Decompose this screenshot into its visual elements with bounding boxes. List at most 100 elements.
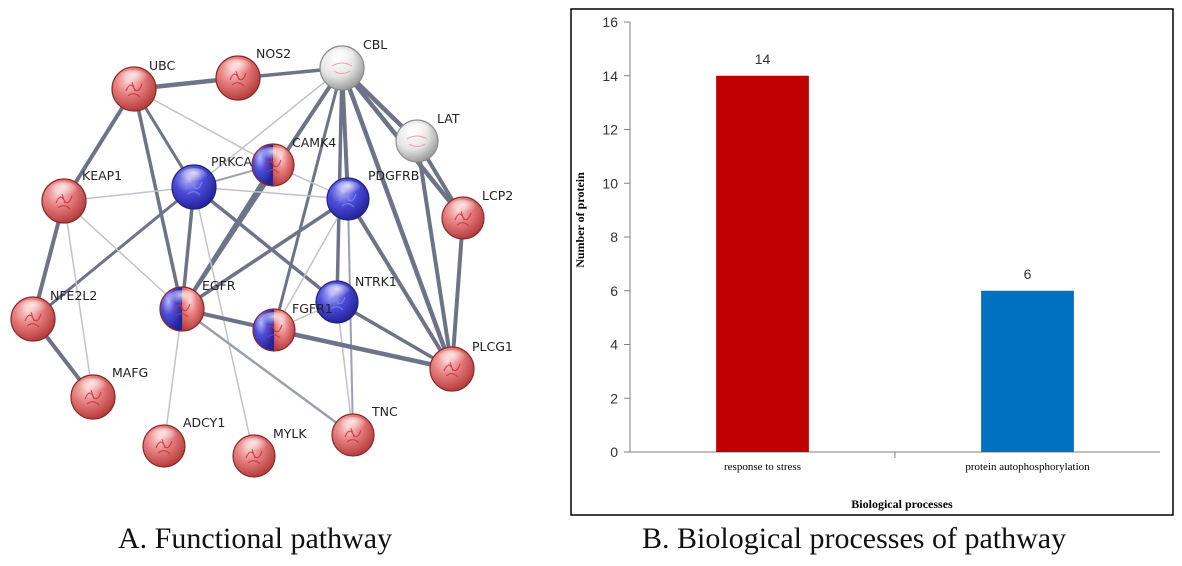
node-ubc[interactable]: UBC xyxy=(111,58,176,112)
bar-2 xyxy=(981,290,1074,452)
node-nos2[interactable]: NOS2 xyxy=(215,46,291,101)
node-highlight xyxy=(50,182,78,198)
node-label-ubc: UBC xyxy=(149,58,176,73)
node-highlight xyxy=(403,122,431,139)
node-label-lat: LAT xyxy=(437,111,460,126)
node-mafg[interactable]: MAFG xyxy=(70,365,148,420)
edge-cbl-plcg1 xyxy=(339,65,455,372)
node-highlight xyxy=(180,168,208,184)
node-label-lcp2: LCP2 xyxy=(482,188,513,203)
node-mylk[interactable]: MYLK xyxy=(232,426,307,478)
y-axis-label: Number of protein xyxy=(573,172,587,268)
chart-bars: 14 response to stress 6 protein autophospho… xyxy=(716,51,1090,473)
node-rim xyxy=(171,164,217,210)
node-rim xyxy=(251,143,295,187)
chart-border xyxy=(570,8,1174,516)
node-label-plcg1: PLCG1 xyxy=(472,339,513,354)
edge-ubc-egfr xyxy=(132,87,184,311)
edge-cbl-prkca xyxy=(193,67,343,188)
node-highlight xyxy=(19,300,47,316)
node-rim xyxy=(326,177,370,221)
node-rim xyxy=(331,413,375,457)
node-lat[interactable]: LAT xyxy=(395,111,460,163)
node-prkca[interactable]: PRKCA xyxy=(171,154,252,210)
edge-cbl-fgfr1 xyxy=(272,66,344,332)
node-plcg1[interactable]: PLCG1 xyxy=(429,339,513,392)
edge-prkca-ntrk1 xyxy=(192,185,339,304)
node-label-egfr: EGFR xyxy=(202,278,236,293)
category-label-2: protein autophosphorylation xyxy=(965,461,1090,473)
node-label-cbl: CBL xyxy=(363,37,387,52)
node-label-pdgfrb: PDGFRB xyxy=(368,168,419,183)
node-adcy1[interactable]: ADCY1 xyxy=(142,415,225,468)
node-highlight xyxy=(120,70,148,86)
biological-processes-bar-chart: 0 2 4 6 8 10 12 14 16 14 response to stress 6 prote… xyxy=(570,8,1174,516)
node-rim xyxy=(215,55,261,101)
node-camk4[interactable]: CAMK4 xyxy=(251,135,336,187)
y-tick-label: 16 xyxy=(602,14,618,30)
node-rim xyxy=(159,286,205,332)
caption-biological-processes: B. Biological processes of pathway xyxy=(642,522,1067,555)
data-label-2: 6 xyxy=(1024,266,1032,282)
node-cbl[interactable]: CBL xyxy=(319,37,387,91)
edge-fgfr1-plcg1 xyxy=(271,327,455,372)
node-rim xyxy=(319,45,365,91)
node-label-mafg: MAFG xyxy=(112,365,148,380)
network-nodes: UBC NOS2 CBL LAT CAMK4 PRKCA KEAP1 PDGFRB LCP2 NF… xyxy=(10,37,513,478)
node-highlight xyxy=(224,59,252,75)
y-tick-label: 6 xyxy=(610,283,618,299)
node-label-camk4: CAMK4 xyxy=(292,135,336,150)
edge-pdgfrb-egfr xyxy=(180,197,350,311)
edge-keap1-mafg xyxy=(63,200,94,398)
y-tick-label: 14 xyxy=(602,68,618,84)
y-tick-label: 4 xyxy=(610,337,618,353)
y-tick-label: 2 xyxy=(610,390,618,406)
edge-ntrk1-tnc xyxy=(336,301,354,436)
category-label-1: response to stress xyxy=(724,461,801,473)
node-rim xyxy=(70,374,116,420)
edge-pdgfrb-plcg1 xyxy=(346,197,454,371)
y-axis-ticks: 0 2 4 6 8 10 12 14 16 xyxy=(602,14,630,460)
node-rim xyxy=(441,196,485,240)
node-label-mylk: MYLK xyxy=(273,426,307,441)
node-pdgfrb[interactable]: PDGFRB xyxy=(326,168,419,221)
node-egfr[interactable]: EGFR xyxy=(159,278,236,332)
edge-camk4-egfr xyxy=(180,163,275,311)
protein-network-diagram: UBC NOS2 CBL LAT CAMK4 PRKCA KEAP1 PDGFRB LCP2 NF… xyxy=(10,37,513,478)
node-rim xyxy=(252,308,296,352)
data-label-1: 14 xyxy=(755,51,771,67)
node-highlight xyxy=(328,49,356,65)
node-ntrk1[interactable]: NTRK1 xyxy=(315,274,397,324)
node-highlight xyxy=(79,378,107,394)
y-tick-label: 8 xyxy=(610,229,618,245)
node-highlight xyxy=(449,199,477,216)
node-rim xyxy=(41,178,87,224)
node-label-prkca: PRKCA xyxy=(211,154,252,169)
node-label-fgfr1: FGFR1 xyxy=(292,301,333,316)
y-tick-label: 12 xyxy=(602,122,618,138)
node-highlight xyxy=(260,311,288,328)
node-lcp2[interactable]: LCP2 xyxy=(441,188,513,240)
edge-egfr-tnc xyxy=(180,307,355,437)
x-axis-label: Biological processes xyxy=(851,497,953,511)
node-label-tnc: TNC xyxy=(371,404,398,419)
edge-prkca-mylk xyxy=(193,186,255,457)
node-highlight xyxy=(334,180,362,197)
node-fgfr1[interactable]: FGFR1 xyxy=(252,301,333,352)
node-nfe2l2[interactable]: NFE2L2 xyxy=(10,288,97,342)
edge-pdgfrb-fgfr1 xyxy=(273,198,349,331)
node-label-ntrk1: NTRK1 xyxy=(355,274,397,289)
node-rim xyxy=(232,434,276,478)
node-keap1[interactable]: KEAP1 xyxy=(41,168,122,224)
edge-egfr-adcy1 xyxy=(163,308,183,447)
node-rim xyxy=(429,346,475,392)
node-label-nfe2l2: NFE2L2 xyxy=(50,288,97,303)
caption-functional-pathway: A. Functional pathway xyxy=(118,522,393,555)
edge-keap1-egfr xyxy=(63,200,183,310)
node-highlight xyxy=(339,416,367,433)
node-tnc[interactable]: TNC xyxy=(331,404,398,457)
node-highlight xyxy=(240,437,268,454)
edge-lcp2-plcg1 xyxy=(450,216,465,371)
node-highlight xyxy=(150,427,178,444)
node-rim xyxy=(10,296,56,342)
